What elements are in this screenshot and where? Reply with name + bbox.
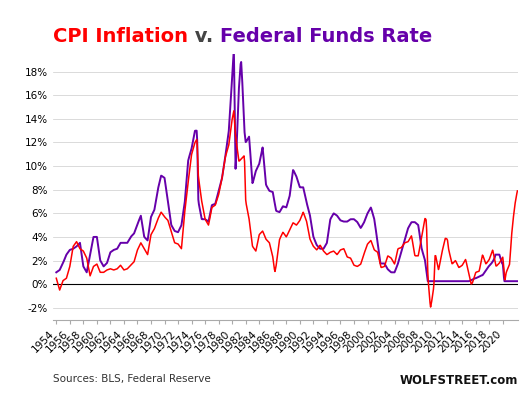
Text: WOLFSTREET.com: WOLFSTREET.com xyxy=(400,374,518,386)
Text: v.: v. xyxy=(188,27,220,46)
Text: CPI Inflation: CPI Inflation xyxy=(53,27,188,46)
Text: Sources: BLS, Federal Reserve: Sources: BLS, Federal Reserve xyxy=(53,374,211,383)
Text: Federal Funds Rate: Federal Funds Rate xyxy=(220,27,432,46)
